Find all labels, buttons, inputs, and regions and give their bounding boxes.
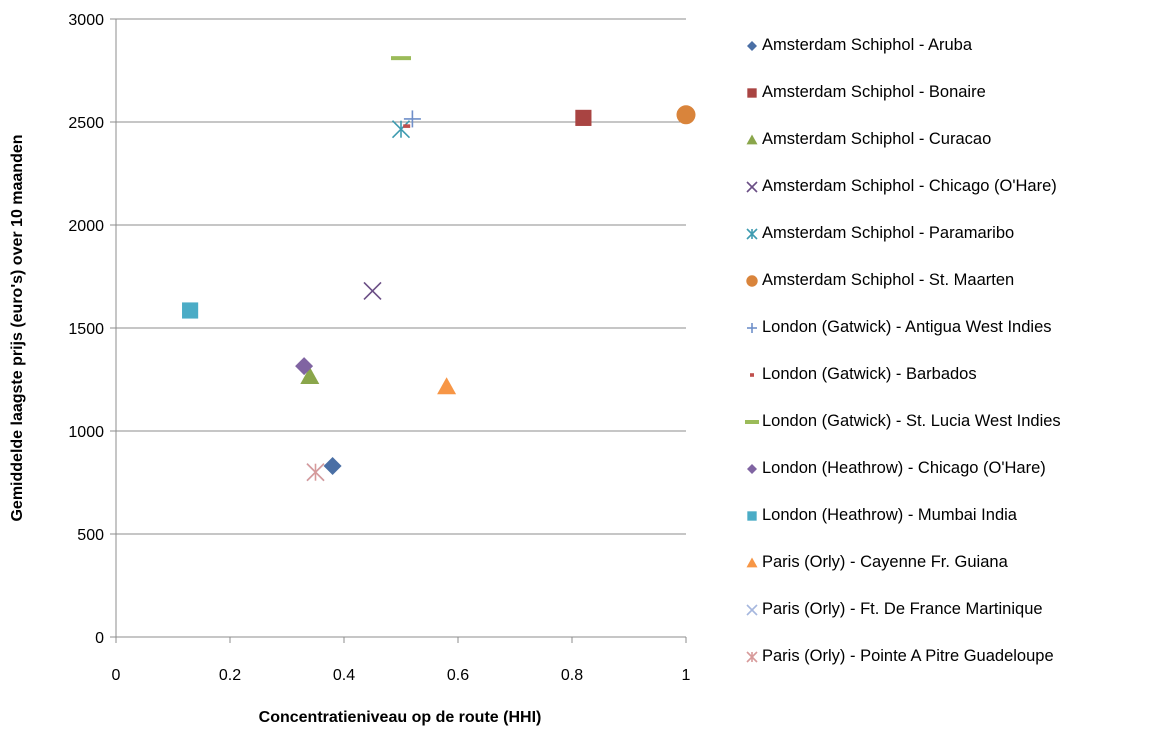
x-tick-label: 0.4: [333, 667, 355, 684]
legend-marker-shape: [747, 322, 757, 333]
legend-marker-shape: [747, 510, 757, 521]
legend-marker-shape: [747, 87, 757, 98]
data-point: [306, 463, 325, 482]
legend-marker: [746, 650, 758, 663]
legend-label: London (Gatwick) - Barbados: [762, 365, 977, 383]
legend-marker: [747, 510, 757, 521]
legend-label: Amsterdam Schiphol - Curacao: [762, 130, 992, 148]
legend-item: Amsterdam Schiphol - St. Maarten: [744, 257, 1154, 304]
legend-label: Paris (Orly) - Ft. De France Martinique: [762, 600, 1043, 618]
data-point: [295, 357, 314, 376]
legend-label: Amsterdam Schiphol - Bonaire: [762, 83, 986, 101]
legend-label: Amsterdam Schiphol - Paramaribo: [762, 224, 1015, 242]
legend-item: Amsterdam Schiphol - Chicago (O'Hare): [744, 163, 1154, 210]
legend-item: Paris (Orly) - Cayenne Fr. Guiana: [744, 539, 1154, 586]
legend-label: Amsterdam Schiphol - St. Maarten: [762, 271, 1015, 289]
legend-label: Paris (Orly) - Cayenne Fr. Guiana: [762, 553, 1008, 571]
data-point: [300, 366, 320, 385]
data-point: [403, 110, 421, 128]
legend-label: London (Heathrow) - Chicago (O'Hare): [762, 459, 1046, 477]
legend-marker: [745, 419, 759, 424]
legend-marker: [746, 180, 758, 193]
data-point: [391, 56, 411, 61]
legend: Amsterdam Schiphol - Aruba Amsterdam Schi…: [744, 22, 1154, 680]
legend-label: Amsterdam Schiphol - Aruba: [762, 36, 973, 54]
legend-marker: [746, 274, 758, 287]
legend-marker-shape: [746, 134, 758, 144]
data-point: [182, 302, 199, 319]
legend-item: Amsterdam Schiphol - Paramaribo: [744, 210, 1154, 257]
x-tick-label: 0.2: [219, 667, 241, 684]
legend-marker-shape: [747, 463, 757, 474]
x-tick-label: 0.6: [447, 667, 469, 684]
legend-item: London (Gatwick) - Barbados: [744, 351, 1154, 398]
legend-marker: [746, 134, 758, 144]
legend-marker: [747, 87, 757, 98]
legend-marker-shape: [746, 180, 758, 193]
legend-label: London (Gatwick) - Antigua West Indies: [762, 318, 1052, 336]
y-tick-label: 0: [95, 630, 104, 647]
data-point: [323, 457, 342, 476]
legend-marker: [747, 322, 757, 333]
legend-marker-shape: [746, 650, 758, 663]
legend-marker: [747, 463, 757, 474]
axes: [110, 18, 687, 643]
legend-marker-shape: [746, 603, 758, 616]
legend-marker-shape: [746, 227, 758, 240]
legend-marker-shape: [745, 419, 759, 424]
y-tick-label: 3000: [68, 12, 104, 29]
legend-label: London (Heathrow) - Mumbai India: [762, 506, 1017, 524]
y-tick-label: 500: [77, 527, 104, 544]
data-points: [182, 56, 696, 482]
x-tick-label: 0: [112, 667, 121, 684]
legend-label: Amsterdam Schiphol - Chicago (O'Hare): [762, 177, 1057, 195]
legend-item: Amsterdam Schiphol - Aruba: [744, 22, 1154, 69]
gridlines: [116, 18, 686, 638]
legend-label: Paris (Orly) - Pointe A Pitre Guadeloupe: [762, 647, 1054, 665]
data-point: [437, 377, 457, 395]
scatter-chart: 0 500 1000 1500 2000 2500 3000 0 0.2 0.4 0.6 0.8 1 C…: [9, 12, 696, 726]
legend-item: London (Gatwick) - St. Lucia West Indies: [744, 398, 1154, 445]
y-tick-label: 2500: [68, 115, 104, 132]
legend-marker: [746, 557, 758, 567]
y-axis-title: Gemiddelde laagste prijs (euro's) over 1…: [9, 134, 26, 521]
y-tick-label: 2000: [68, 218, 104, 235]
legend-item: Amsterdam Schiphol - Curacao: [744, 116, 1154, 163]
legend-item: Paris (Orly) - Ft. De France Martinique: [744, 586, 1154, 633]
data-point: [676, 105, 696, 125]
legend-marker: [746, 603, 758, 616]
data-point: [403, 124, 411, 128]
legend-marker: [747, 40, 757, 51]
data-point: [575, 109, 592, 126]
legend-label: London (Gatwick) - St. Lucia West Indies: [762, 412, 1061, 430]
legend-item: Paris (Orly) - Pointe A Pitre Guadeloupe: [744, 633, 1154, 680]
legend-marker: [746, 227, 758, 240]
x-axis-title: Concentratieniveau op de route (HHI): [259, 709, 542, 726]
legend-marker-shape: [746, 274, 758, 287]
y-tick-label: 1500: [68, 321, 104, 338]
legend-item: London (Gatwick) - Antigua West Indies: [744, 304, 1154, 351]
tick-labels: 0 500 1000 1500 2000 2500 3000 0 0.2 0.4 0.6 0.8 1: [68, 12, 690, 684]
legend-item: London (Heathrow) - Chicago (O'Hare): [744, 445, 1154, 492]
legend-marker-shape: [747, 40, 757, 51]
legend-item: Amsterdam Schiphol - Bonaire: [744, 69, 1154, 116]
legend-marker-shape: [746, 557, 758, 567]
data-point: [391, 120, 411, 139]
legend-marker: [750, 372, 754, 377]
data-point: [363, 281, 382, 300]
legend-marker-shape: [750, 372, 754, 377]
y-tick-label: 1000: [68, 424, 104, 441]
x-tick-label: 1: [682, 667, 691, 684]
x-tick-label: 0.8: [561, 667, 583, 684]
legend-item: London (Heathrow) - Mumbai India: [744, 492, 1154, 539]
